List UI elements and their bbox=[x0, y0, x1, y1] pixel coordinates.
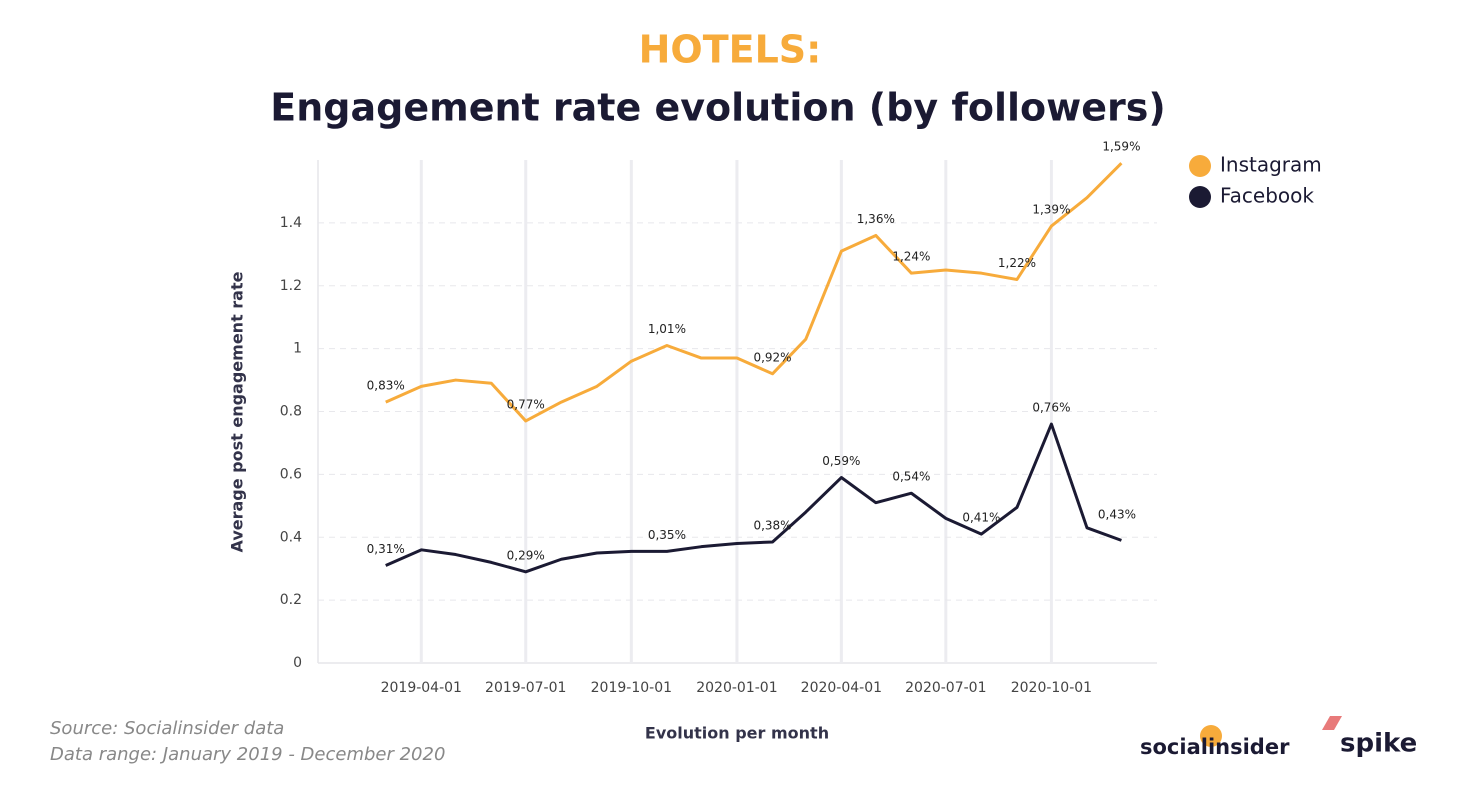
series-line bbox=[385, 162, 1123, 423]
data-label: 0,92% bbox=[753, 350, 791, 364]
legend-marker bbox=[1189, 186, 1211, 208]
data-label: 0,29% bbox=[507, 548, 545, 562]
y-tick-label: 0.6 bbox=[280, 466, 302, 482]
data-label: 0,77% bbox=[507, 397, 545, 411]
data-label: 0,83% bbox=[367, 379, 405, 393]
x-tick-label: 2019-04-01 bbox=[381, 680, 462, 696]
source-note: Source: Socialinsider data bbox=[50, 718, 284, 739]
x-tick-label: 2020-04-01 bbox=[801, 680, 882, 696]
data-label: 0,41% bbox=[962, 511, 1000, 525]
x-tick-label: 2020-10-01 bbox=[1011, 680, 1092, 696]
data-label: 0,35% bbox=[648, 528, 686, 542]
data-label: 1,24% bbox=[892, 250, 930, 264]
x-tick-label: 2020-01-01 bbox=[696, 680, 777, 696]
data-label: 1,59% bbox=[1102, 140, 1140, 154]
y-tick-label: 1.2 bbox=[280, 278, 302, 294]
data-label: 0,31% bbox=[367, 542, 405, 556]
x-axis-label: Evolution per month bbox=[645, 724, 829, 743]
series-line bbox=[385, 422, 1122, 574]
y-tick-label: 0 bbox=[293, 655, 302, 671]
data-label: 1,01% bbox=[648, 322, 686, 336]
y-tick-label: 1 bbox=[293, 341, 302, 357]
y-tick-label: 0.4 bbox=[280, 529, 302, 545]
y-axis-label: Average post engagement rate bbox=[228, 271, 247, 552]
data-label: 0,54% bbox=[892, 470, 930, 484]
chart-subtitle: Engagement rate evolution (by followers) bbox=[270, 86, 1165, 130]
data-label: 1,36% bbox=[857, 212, 895, 226]
x-tick-label: 2019-10-01 bbox=[591, 680, 672, 696]
y-tick-label: 1.4 bbox=[280, 215, 302, 231]
range-note: Data range: January 2019 - December 2020 bbox=[50, 744, 445, 765]
logo-dot bbox=[1200, 725, 1222, 747]
y-tick-label: 0.2 bbox=[280, 592, 302, 608]
logo-socialinsider: socialinsider bbox=[1140, 735, 1290, 759]
logo-mark bbox=[1322, 716, 1342, 730]
chart-title: HOTELS: bbox=[639, 28, 822, 72]
data-label: 0,76% bbox=[1032, 401, 1070, 415]
legend-label: Instagram bbox=[1220, 153, 1322, 177]
data-label: 0,38% bbox=[753, 518, 791, 532]
logo-spike: spike bbox=[1340, 729, 1417, 759]
data-label: 1,22% bbox=[998, 256, 1036, 270]
x-tick-label: 2019-07-01 bbox=[485, 680, 566, 696]
x-tick-label: 2020-07-01 bbox=[905, 680, 986, 696]
data-label: 0,59% bbox=[822, 454, 860, 468]
data-label: 1,39% bbox=[1032, 203, 1070, 217]
legend-marker bbox=[1189, 155, 1211, 177]
y-tick-label: 0.8 bbox=[280, 404, 302, 420]
data-label: 0,43% bbox=[1098, 507, 1136, 521]
legend-label: Facebook bbox=[1220, 184, 1314, 208]
